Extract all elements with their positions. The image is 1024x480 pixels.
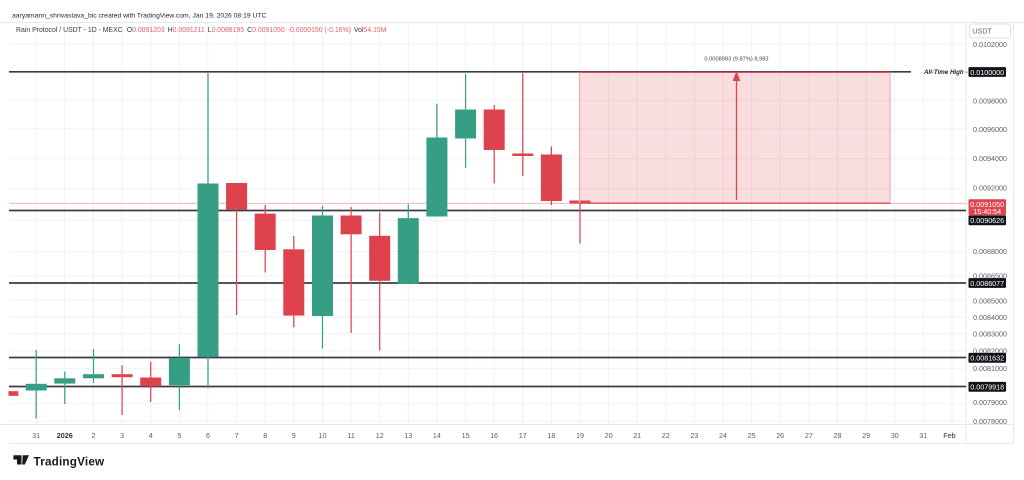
svg-text:17: 17 bbox=[519, 431, 527, 440]
svg-text:31: 31 bbox=[919, 431, 927, 440]
svg-text:26: 26 bbox=[776, 431, 784, 440]
svg-text:All-Time High -: All-Time High - bbox=[923, 69, 968, 76]
svg-text:25: 25 bbox=[748, 431, 756, 440]
svg-text:0.0096000: 0.0096000 bbox=[973, 125, 1007, 134]
svg-text:Feb: Feb bbox=[943, 431, 955, 440]
svg-text:3: 3 bbox=[120, 431, 124, 440]
svg-text:0.0083000: 0.0083000 bbox=[973, 330, 1007, 339]
svg-text:24: 24 bbox=[719, 431, 727, 440]
svg-text:0.0082000: 0.0082000 bbox=[973, 347, 1007, 356]
svg-text:23: 23 bbox=[690, 431, 698, 440]
svg-text:19: 19 bbox=[576, 431, 584, 440]
svg-text:2: 2 bbox=[92, 431, 96, 440]
svg-text:0.0084000: 0.0084000 bbox=[973, 313, 1007, 322]
svg-text:0.0008983 (9.87%) 8,983: 0.0008983 (9.87%) 8,983 bbox=[704, 57, 768, 63]
svg-text:0.0086077: 0.0086077 bbox=[970, 279, 1004, 288]
svg-text:6: 6 bbox=[206, 431, 210, 440]
svg-text:0.0088000: 0.0088000 bbox=[973, 247, 1007, 256]
svg-text:9: 9 bbox=[292, 431, 296, 440]
svg-text:0.0094000: 0.0094000 bbox=[973, 154, 1007, 163]
svg-text:0.0081000: 0.0081000 bbox=[973, 364, 1007, 373]
svg-text:22: 22 bbox=[662, 431, 670, 440]
svg-text:18: 18 bbox=[547, 431, 555, 440]
svg-text:27: 27 bbox=[805, 431, 813, 440]
svg-text:2026: 2026 bbox=[57, 431, 73, 440]
svg-text:0.0078000: 0.0078000 bbox=[973, 417, 1007, 426]
svg-text:8: 8 bbox=[263, 431, 267, 440]
svg-text:0.0098000: 0.0098000 bbox=[973, 97, 1007, 106]
svg-text:13: 13 bbox=[404, 431, 412, 440]
svg-text:0.0090626: 0.0090626 bbox=[970, 216, 1004, 225]
svg-text:Rain Protocol / USDT - 1D - ME: Rain Protocol / USDT - 1D - MEXC O0.00912… bbox=[16, 27, 387, 34]
svg-text:10: 10 bbox=[319, 431, 327, 440]
svg-text:16: 16 bbox=[490, 431, 498, 440]
svg-text:30: 30 bbox=[891, 431, 899, 440]
svg-text:21: 21 bbox=[633, 431, 641, 440]
svg-text:aaryamann_shrivastava_bic crea: aaryamann_shrivastava_bic created with T… bbox=[12, 12, 267, 19]
svg-text:29: 29 bbox=[862, 431, 870, 440]
svg-text:31: 31 bbox=[32, 431, 40, 440]
svg-text:0.0085000: 0.0085000 bbox=[973, 297, 1007, 306]
svg-text:20: 20 bbox=[605, 431, 613, 440]
svg-text:0.0081632: 0.0081632 bbox=[970, 354, 1004, 363]
svg-text:0.0079000: 0.0079000 bbox=[973, 398, 1007, 407]
svg-text:14: 14 bbox=[433, 431, 441, 440]
svg-text:5: 5 bbox=[177, 431, 181, 440]
svg-text:4: 4 bbox=[149, 431, 153, 440]
svg-text:28: 28 bbox=[834, 431, 842, 440]
svg-text:15:40:54: 15:40:54 bbox=[973, 207, 1001, 216]
svg-text:0.0100000: 0.0100000 bbox=[970, 68, 1004, 77]
svg-text:0.0079918: 0.0079918 bbox=[970, 383, 1004, 392]
svg-text:0.0086500: 0.0086500 bbox=[973, 271, 1007, 280]
svg-text:12: 12 bbox=[376, 431, 384, 440]
svg-text:0.0092000: 0.0092000 bbox=[973, 184, 1007, 193]
svg-text:15: 15 bbox=[462, 431, 470, 440]
svg-text:11: 11 bbox=[347, 431, 354, 440]
svg-text:7: 7 bbox=[235, 431, 239, 440]
svg-text:0.0102000: 0.0102000 bbox=[973, 40, 1007, 49]
svg-text:TradingView: TradingView bbox=[34, 455, 106, 468]
svg-text:0.0091050: 0.0091050 bbox=[970, 200, 1004, 209]
svg-text:USDT: USDT bbox=[972, 27, 992, 36]
